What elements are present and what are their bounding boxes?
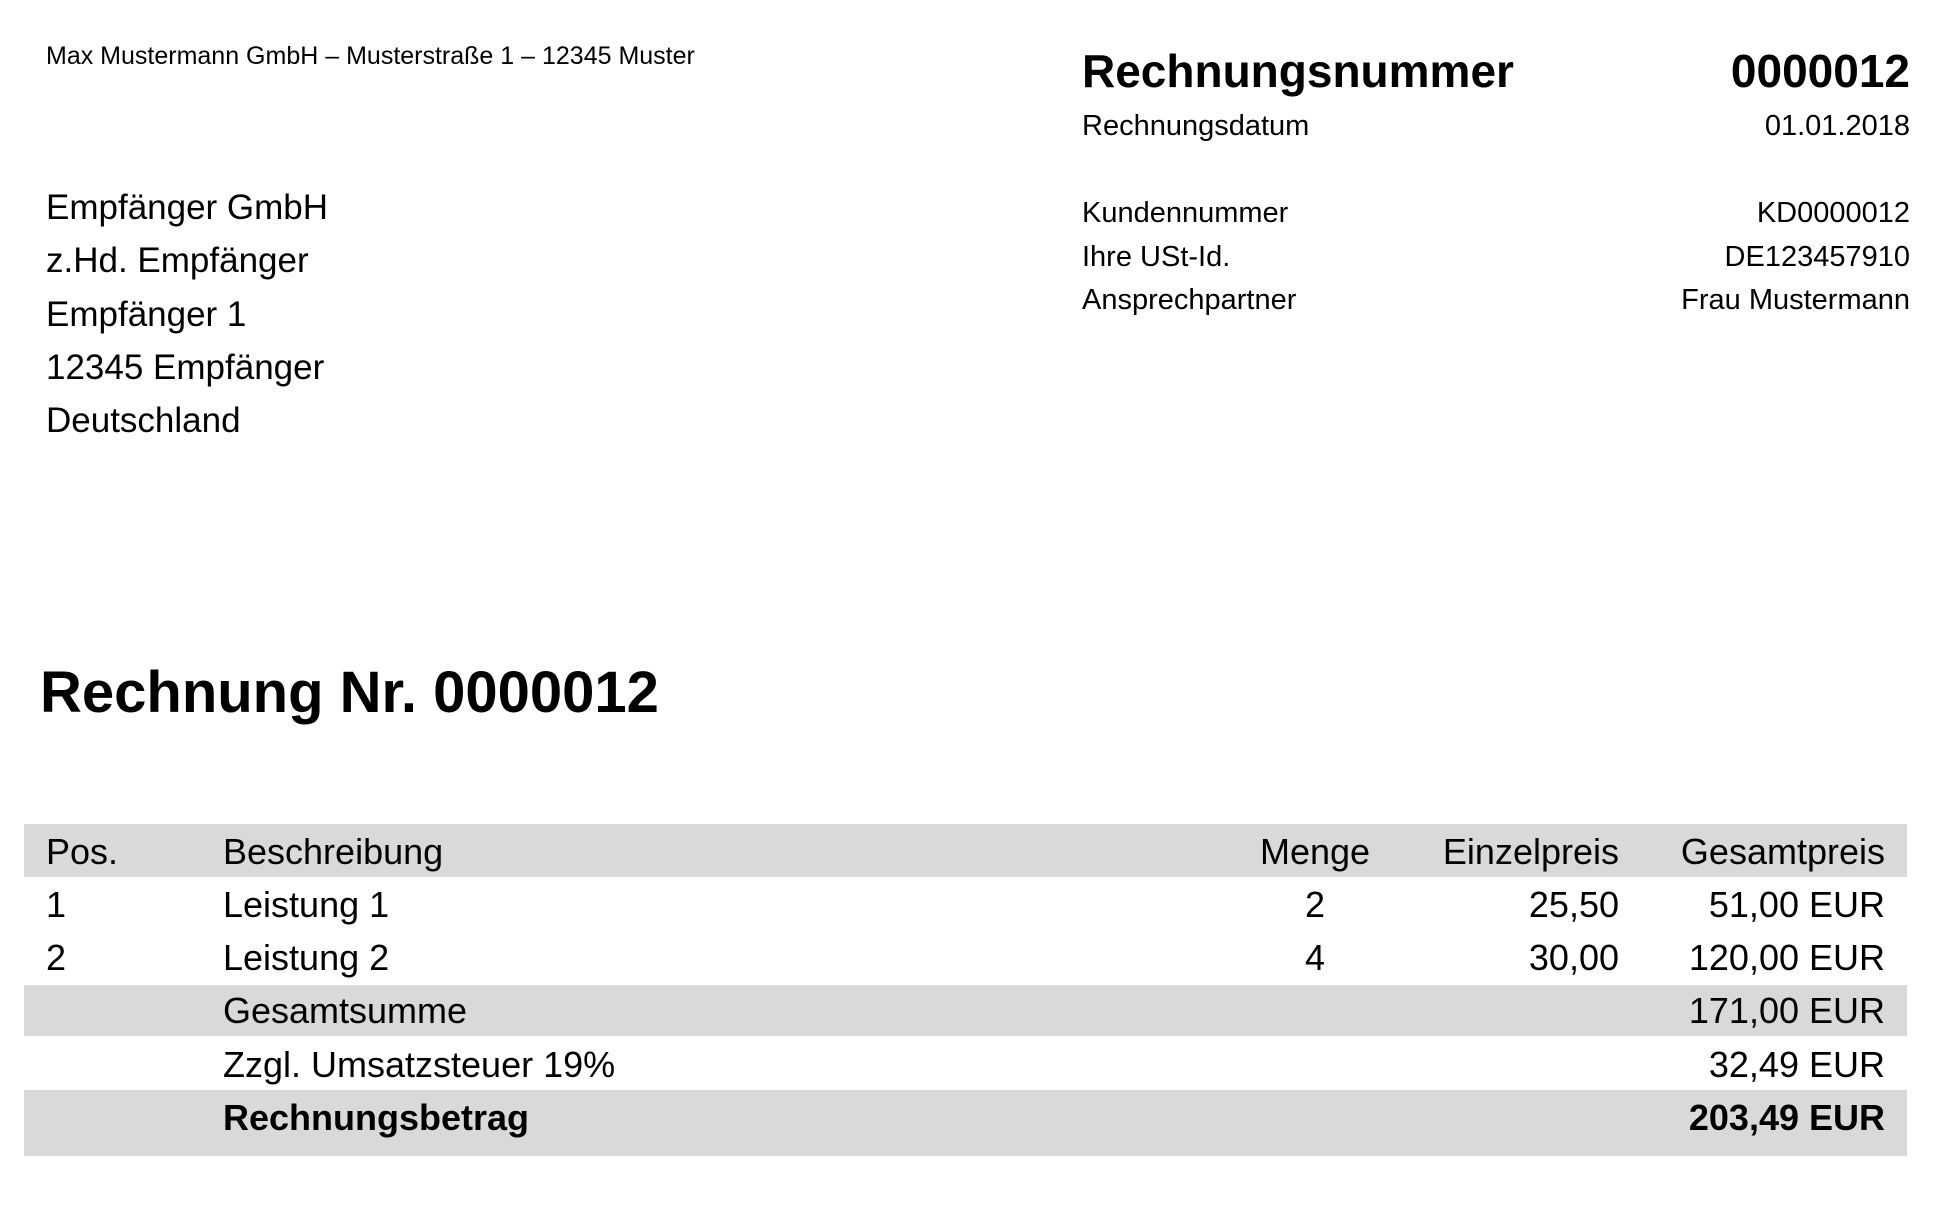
recipient-line: Deutschland xyxy=(46,401,241,440)
subtotal-label: Gesamtsumme xyxy=(223,990,468,1031)
header-quantity: Menge xyxy=(1259,831,1371,872)
recipient-line: Empfänger GmbH xyxy=(46,188,329,227)
row-unit-price: 30,00 xyxy=(1528,937,1619,978)
row-pos: 2 xyxy=(46,937,67,978)
header-pos: Pos. xyxy=(46,831,119,872)
invoice-number-label: Rechnungsnummer xyxy=(1082,45,1514,97)
row-total: 120,00 EUR xyxy=(1688,937,1885,978)
row-quantity: 4 xyxy=(1304,937,1326,978)
grand-total-value: 203,49 EUR xyxy=(1688,1097,1885,1138)
customer-number-label: Kundennummer xyxy=(1082,197,1289,229)
invoice-date: 01.01.2018 xyxy=(1764,110,1910,142)
vat-id: DE123457910 xyxy=(1724,241,1910,273)
row-pos: 1 xyxy=(46,884,67,925)
invoice-title: Rechnung Nr. 0000012 xyxy=(40,660,659,725)
customer-number: KD0000012 xyxy=(1756,197,1910,229)
row-quantity: 2 xyxy=(1304,884,1326,925)
contact-label: Ansprechpartner xyxy=(1082,284,1297,316)
invoice-date-label: Rechnungsdatum xyxy=(1082,110,1310,142)
header-unit-price: Einzelpreis xyxy=(1442,831,1619,872)
row-total: 51,00 EUR xyxy=(1708,884,1885,925)
recipient-line: 12345 Empfänger xyxy=(46,348,325,387)
header-description: Beschreibung xyxy=(223,831,444,872)
row-description: Leistung 1 xyxy=(223,884,390,925)
vat-id-label: Ihre USt-Id. xyxy=(1082,241,1231,273)
subtotal-value: 171,00 EUR xyxy=(1688,990,1885,1031)
subtotal-band xyxy=(24,985,1907,1036)
tax-value: 32,49 EUR xyxy=(1708,1044,1885,1085)
row-unit-price: 25,50 xyxy=(1528,884,1619,925)
header-total: Gesamtpreis xyxy=(1680,831,1885,872)
tax-label: Zzgl. Umsatzsteuer 19% xyxy=(223,1044,616,1085)
grand-total-label: Rechnungsbetrag xyxy=(223,1097,530,1138)
recipient-line: Empfänger 1 xyxy=(46,295,247,334)
grand-total-band xyxy=(24,1090,1907,1156)
contact: Frau Mustermann xyxy=(1681,284,1910,316)
recipient-line: z.Hd. Empfänger xyxy=(46,241,309,280)
header-band xyxy=(24,824,1907,877)
row-description: Leistung 2 xyxy=(223,937,390,978)
invoice-number: 0000012 xyxy=(1730,45,1910,97)
sender-line: Max Mustermann GmbH – Musterstraße 1 – 1… xyxy=(46,42,695,70)
